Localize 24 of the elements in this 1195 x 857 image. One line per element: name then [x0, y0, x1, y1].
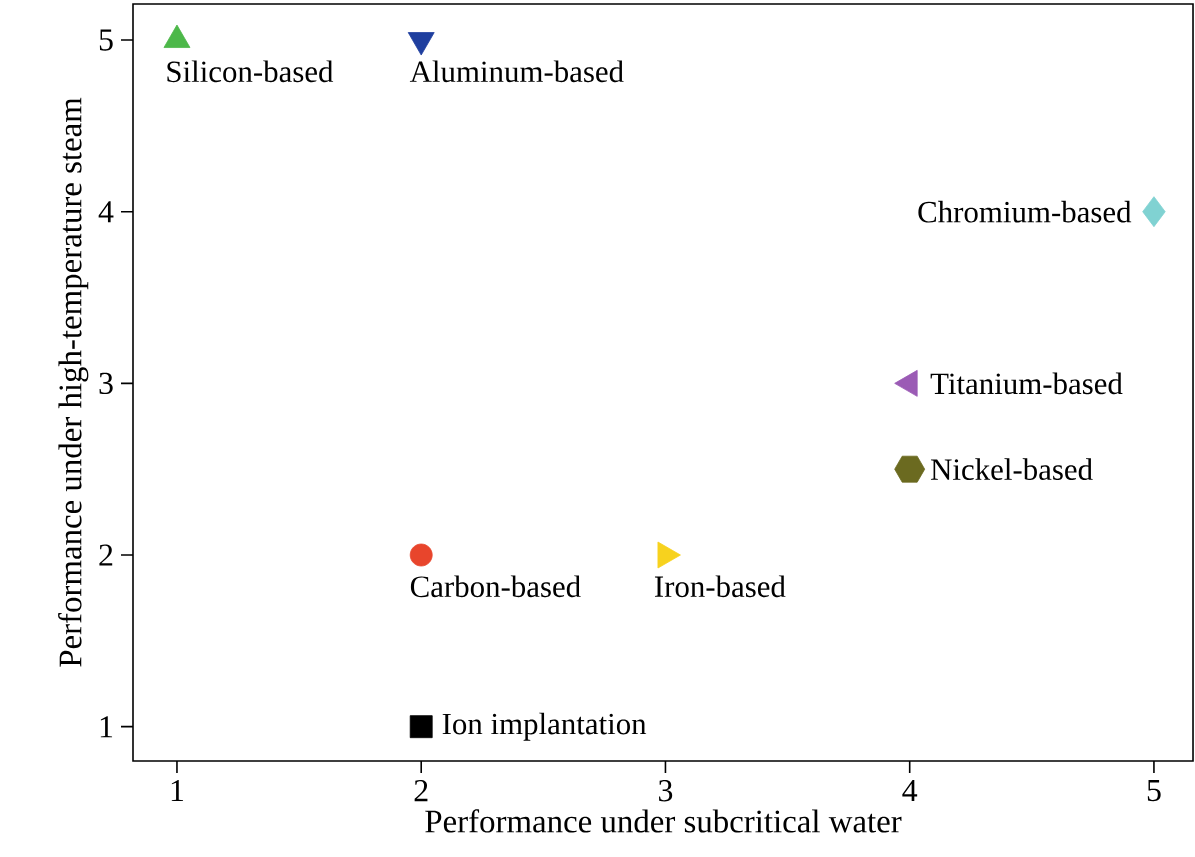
x-tick-label: 3	[659, 780, 673, 802]
x-tick-label: 2	[414, 780, 428, 802]
x-tick-label: 1	[171, 780, 184, 802]
y-tick-label: 5	[99, 29, 113, 51]
point	[894, 455, 926, 483]
point	[409, 543, 433, 567]
series-label: Titanium-based	[930, 372, 1123, 395]
y-tick-label: 4	[98, 201, 114, 223]
legend-label: Carbon-based	[410, 575, 581, 598]
x-tick-label: 5	[1147, 780, 1161, 802]
series-label: Nickel-based	[930, 458, 1093, 481]
series-label: Ion implantation	[442, 712, 647, 741]
point	[1142, 196, 1166, 228]
x-axis-title: Performance under subcritical water	[425, 809, 902, 833]
series-label: Chromium-based	[918, 200, 1132, 223]
series-label: Silicon-based	[167, 60, 334, 83]
y-tick-label: 3	[99, 372, 113, 395]
x-tick-label: 4	[902, 780, 918, 802]
y-tick-label: 2	[99, 544, 113, 566]
y-tick-label: 1	[100, 716, 113, 738]
series-label: Aluminum-based	[409, 60, 624, 83]
y-axis-title: Performance under high-temperature steam	[58, 97, 89, 667]
series-label: Iron-based	[654, 575, 786, 598]
point	[409, 715, 433, 739]
